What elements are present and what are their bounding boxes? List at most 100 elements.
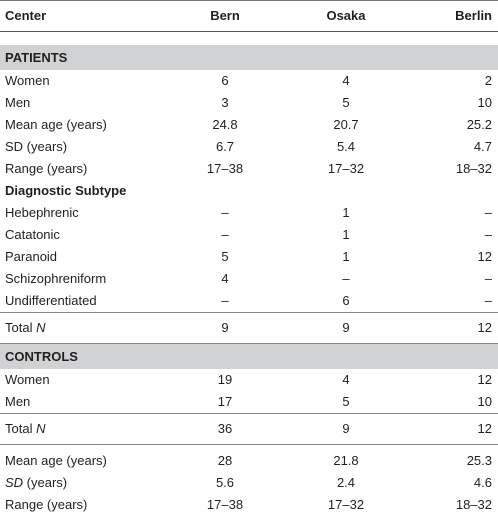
table-cell: 36 xyxy=(217,421,233,436)
table-cell: 6 xyxy=(221,73,229,88)
label-part: Total xyxy=(5,421,37,436)
table-row: Women 6 4 2 xyxy=(0,70,498,92)
label-part: Catatonic xyxy=(5,227,60,242)
label-part: (years) xyxy=(23,475,68,490)
table-block: Mean age (years) 28 21.8 25.3 SD (years) 5.6 2… xyxy=(0,444,498,516)
table-cell: 2.4 xyxy=(336,475,356,490)
label-part: Mean age (years) xyxy=(5,117,107,132)
table-cell: 1 xyxy=(342,205,350,220)
header-row: Center Bern Osaka Berlin xyxy=(0,1,498,32)
table-row: Men 17 5 10 xyxy=(0,391,498,413)
label-part: Men xyxy=(5,95,31,110)
table-block: Total N 36 9 12 xyxy=(0,413,498,444)
table-block: PATIENTS Women 6 4 2 Men 3 5 10 Mean age (years) 2… xyxy=(0,45,498,180)
row-label: Men xyxy=(5,92,30,114)
table-cell: 9 xyxy=(342,320,350,335)
label-part: Range (years) xyxy=(5,497,88,512)
row-label: Women xyxy=(5,70,50,92)
table-cell: 17–32 xyxy=(327,161,365,176)
label-part: Hebephrenic xyxy=(5,205,79,220)
table-cell: 6 xyxy=(342,293,350,308)
table-cell: 4.7 xyxy=(473,139,492,154)
section-band: PATIENTS xyxy=(0,45,498,70)
table-block: Total N 9 9 12 xyxy=(0,312,498,343)
table-cell: – xyxy=(484,271,492,286)
header-cell: Bern xyxy=(210,8,240,23)
row-label: Total N xyxy=(5,313,45,343)
table-cell: 5 xyxy=(342,95,350,110)
table-cell: 17–38 xyxy=(206,161,244,176)
table-cell: 12 xyxy=(477,372,492,387)
table-row: SD (years) 5.6 2.4 4.6 xyxy=(0,472,498,494)
table-cell: 17 xyxy=(217,394,233,409)
table-cell: – xyxy=(221,227,229,242)
row-label: Range (years) xyxy=(5,158,87,180)
subheading-row: Diagnostic Subtype xyxy=(0,180,498,202)
table-cell: 3 xyxy=(221,95,229,110)
table-row: Range (years) 17–38 17–32 18–32 xyxy=(0,494,498,516)
table-row: Total N 9 9 12 xyxy=(0,313,498,343)
row-label: Catatonic xyxy=(5,224,60,246)
label-part: Mean age (years) xyxy=(5,453,107,468)
table-cell: 17–32 xyxy=(327,497,365,512)
table-cell: 28 xyxy=(217,453,233,468)
label-part: Women xyxy=(5,73,50,88)
section-heading: CONTROLS xyxy=(5,349,78,364)
table-cell: 5 xyxy=(342,394,350,409)
table-cell: 4 xyxy=(221,271,229,286)
table-cell: 4 xyxy=(342,372,350,387)
table-cell: – xyxy=(342,271,350,286)
table-cell: 6.7 xyxy=(215,139,235,154)
table-row: Total N 36 9 12 xyxy=(0,414,498,444)
row-label: Mean age (years) xyxy=(5,114,107,136)
table-cell: 17–38 xyxy=(206,497,244,512)
row-label: Undifferentiated xyxy=(5,290,97,312)
table-cell: 9 xyxy=(221,320,229,335)
table-cell: 18–32 xyxy=(455,497,492,512)
subheading: Diagnostic Subtype xyxy=(5,183,127,198)
label-part: N xyxy=(36,421,46,436)
table-block: Diagnostic Subtype Hebephrenic – 1 – Catatoni… xyxy=(0,180,498,312)
table-cell: 1 xyxy=(342,249,350,264)
header-cell: Center xyxy=(5,8,47,23)
table-row: Range (years) 17–38 17–32 18–32 xyxy=(0,158,498,180)
row-label: SD (years) xyxy=(5,472,67,494)
table-cell: 12 xyxy=(477,421,492,436)
row-label: SD (years) xyxy=(5,136,67,158)
table-cell: 21.8 xyxy=(333,453,359,468)
table-cell: 12 xyxy=(477,320,492,335)
label-part: SD xyxy=(5,475,24,490)
table-block: CONTROLS Women 19 4 12 Men 17 5 10 xyxy=(0,343,498,413)
table-cell: 12 xyxy=(477,249,492,264)
table-cell: 5 xyxy=(221,249,229,264)
row-label: Women xyxy=(5,369,50,391)
table-cell: – xyxy=(484,205,492,220)
row-label: Men xyxy=(5,391,30,413)
label-part: N xyxy=(36,320,46,335)
row-label: Paranoid xyxy=(5,246,57,268)
table-cell: 4.6 xyxy=(473,475,492,490)
table-cell: 18–32 xyxy=(455,161,492,176)
table-cell: 5.6 xyxy=(215,475,235,490)
header-cell: Berlin xyxy=(455,8,492,23)
table-cell: – xyxy=(484,227,492,242)
label-part: Total xyxy=(5,320,37,335)
table-cell: 25.3 xyxy=(466,453,492,468)
table-cell: 9 xyxy=(342,421,350,436)
table-cell: – xyxy=(484,293,492,308)
table-cell: 10 xyxy=(477,394,492,409)
table-cell: 4 xyxy=(342,73,350,88)
header-cell: Osaka xyxy=(326,8,366,23)
table-row: Schizophreniform 4 – – xyxy=(0,268,498,290)
label-part: Paranoid xyxy=(5,249,58,264)
table-row: Mean age (years) 28 21.8 25.3 xyxy=(0,450,498,472)
table-cell: 20.7 xyxy=(333,117,359,132)
table-cell: 10 xyxy=(477,95,492,110)
table-row: Women 19 4 12 xyxy=(0,369,498,391)
row-label: Schizophreniform xyxy=(5,268,106,290)
table-cell: 5.4 xyxy=(336,139,356,154)
table-row: Hebephrenic – 1 – xyxy=(0,202,498,224)
row-label: Mean age (years) xyxy=(5,450,107,472)
